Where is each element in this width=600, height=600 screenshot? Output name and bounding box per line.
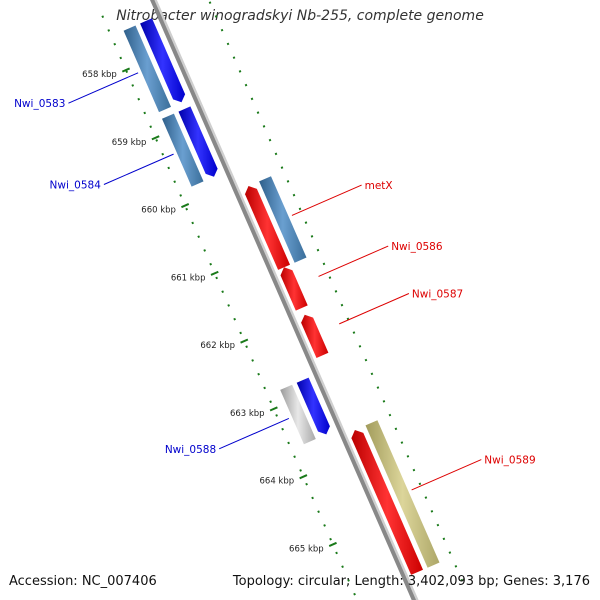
label-layer: Nwi_0583 Nwi_0584 metX Nwi_0586 Nwi_0587 Nwi_… xyxy=(14,72,536,491)
tick-layer: 658 kbp 659 kbp 660 kbp 661 kbp 662 kbp 663 k… xyxy=(82,0,465,600)
tick-label: 665 kbp xyxy=(289,544,324,554)
gene-arrow xyxy=(245,186,290,270)
label-leader-line xyxy=(218,417,290,450)
gene-label: Nwi_0584 xyxy=(50,179,102,191)
gene-label: Nwi_0583 xyxy=(14,98,65,110)
gene-label: Nwi_0586 xyxy=(391,241,443,253)
tick-mark xyxy=(299,474,308,480)
label-leader-line xyxy=(411,459,482,491)
label-leader-line xyxy=(339,293,410,325)
tick-mark xyxy=(328,541,337,547)
tick-mark xyxy=(181,203,190,209)
tick-mark xyxy=(210,270,219,276)
gene-track-bar xyxy=(259,176,307,263)
label-leader-line xyxy=(103,153,174,185)
gene-arrow xyxy=(351,430,423,575)
gene-arrow xyxy=(296,377,330,435)
tick-label: 661 kbp xyxy=(171,273,206,283)
tick-mark xyxy=(240,338,249,344)
gene-layer xyxy=(123,18,440,575)
gene-track-bar xyxy=(123,25,171,113)
tick-label: 660 kbp xyxy=(141,206,176,216)
gene-track-bar xyxy=(162,113,204,187)
tick-mark xyxy=(121,67,131,73)
gene-arrow xyxy=(301,314,329,358)
genome-summary-text: Topology: circular; Length: 3,402,093 bp… xyxy=(232,574,590,589)
tick-track-left xyxy=(101,15,359,600)
gene-arrow xyxy=(280,267,308,311)
backbone-layer xyxy=(149,0,419,600)
tick-label: 662 kbp xyxy=(200,341,235,351)
tick-label: 659 kbp xyxy=(112,138,147,148)
tick-mark xyxy=(151,135,160,141)
tick-label: 663 kbp xyxy=(230,409,265,419)
accession-text: Accession: NC_007406 xyxy=(9,574,157,589)
gene-arrow xyxy=(178,106,218,177)
gene-label: Nwi_0587 xyxy=(412,289,463,301)
gene-track-bar xyxy=(365,420,440,568)
tick-label: 664 kbp xyxy=(260,477,295,487)
gene-label: Nwi_0589 xyxy=(484,455,535,467)
page-title: Nitrobacter winogradskyi Nb-255, complet… xyxy=(116,8,484,24)
label-leader-line xyxy=(318,245,389,277)
gene-label: Nwi_0588 xyxy=(165,444,216,456)
label-leader-line xyxy=(291,184,362,216)
backbone-line xyxy=(149,0,417,600)
gene-arrow xyxy=(140,18,186,103)
tick-label: 658 kbp xyxy=(82,70,117,80)
gene-label: metX xyxy=(365,180,393,192)
gene-track-bar xyxy=(280,384,316,445)
tick-mark xyxy=(269,406,278,412)
label-leader-line xyxy=(68,72,139,104)
